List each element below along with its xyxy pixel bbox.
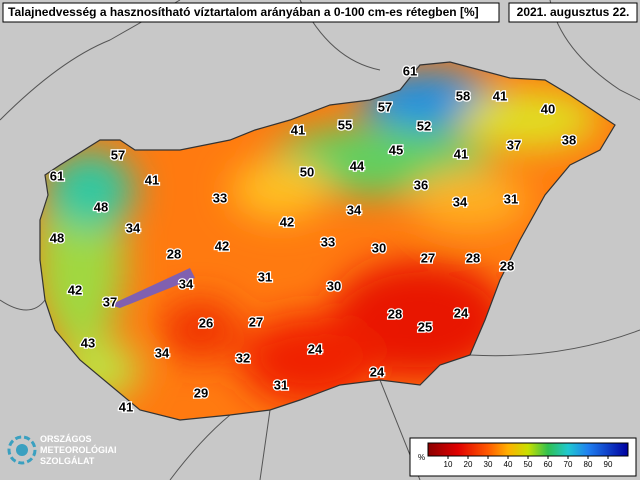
colorbar-tick-label: 60 bbox=[544, 460, 553, 469]
station-value: 42 bbox=[215, 238, 229, 253]
station-value: 30 bbox=[327, 278, 341, 293]
station-value: 34 bbox=[347, 202, 362, 217]
date-box bbox=[508, 2, 638, 23]
station-value: 28 bbox=[167, 246, 181, 261]
colorbar: % 10 20 30 40 50 60 70 80 90 bbox=[418, 442, 629, 469]
station-value: 34 bbox=[155, 345, 170, 360]
station-value: 45 bbox=[389, 142, 403, 157]
logo: ORSZÁGOS METEOROLÓGIAI SZOLGÁLAT bbox=[7, 434, 117, 466]
station-value: 55 bbox=[338, 117, 352, 132]
colorbar-tick-label: 20 bbox=[464, 460, 473, 469]
station-value: 38 bbox=[562, 132, 576, 147]
station-value: 41 bbox=[493, 88, 507, 103]
station-value: 31 bbox=[274, 377, 288, 392]
station-value: 41 bbox=[145, 172, 159, 187]
station-labels: 61 58 41 40 57 55 52 41 37 38 57 45 41 50 44 61 41 36 33 34… bbox=[49, 62, 578, 416]
station-value: 48 bbox=[94, 199, 108, 214]
station-value: 26 bbox=[199, 315, 213, 330]
station-value: 37 bbox=[103, 294, 117, 309]
station-value: 31 bbox=[258, 269, 272, 284]
title-box bbox=[2, 2, 500, 23]
station-value: 37 bbox=[507, 137, 521, 152]
station-value: 61 bbox=[403, 63, 417, 78]
station-value: 28 bbox=[388, 306, 402, 321]
station-value: 61 bbox=[50, 168, 64, 183]
station-value: 41 bbox=[291, 122, 305, 137]
station-value: 41 bbox=[119, 399, 133, 414]
station-value: 57 bbox=[378, 99, 392, 114]
colorbar-tick-label: 70 bbox=[564, 460, 573, 469]
station-value: 28 bbox=[500, 258, 514, 273]
colorbar-unit: % bbox=[418, 453, 425, 462]
colorbar-tick-label: 50 bbox=[524, 460, 533, 469]
station-value: 36 bbox=[414, 177, 428, 192]
station-value: 42 bbox=[68, 282, 82, 297]
station-value: 34 bbox=[453, 194, 468, 209]
title: Talajnedvesség a hasznosítható víztartal… bbox=[8, 5, 479, 19]
station-value: 30 bbox=[372, 240, 386, 255]
logo-line: ORSZÁGOS bbox=[40, 434, 92, 444]
station-value: 42 bbox=[280, 214, 294, 229]
station-value: 32 bbox=[236, 350, 250, 365]
station-value: 57 bbox=[111, 147, 125, 162]
date: 2021. augusztus 22. bbox=[517, 5, 630, 19]
station-value: 41 bbox=[454, 146, 468, 161]
colorbar-tick-label: 10 bbox=[444, 460, 453, 469]
colorbar-scale bbox=[427, 442, 629, 457]
station-value: 27 bbox=[421, 250, 435, 265]
colorbar-tick-label: 40 bbox=[504, 460, 513, 469]
station-value: 40 bbox=[541, 101, 555, 116]
station-value: 33 bbox=[321, 234, 335, 249]
station-value: 34 bbox=[179, 276, 194, 291]
station-value: 34 bbox=[126, 220, 141, 235]
station-value: 50 bbox=[300, 164, 314, 179]
colorbar-tick-label: 30 bbox=[484, 460, 493, 469]
station-value: 43 bbox=[81, 335, 95, 350]
logo-line: SZOLGÁLAT bbox=[40, 456, 95, 466]
logo-line: METEOROLÓGIAI bbox=[40, 444, 117, 455]
station-value: 33 bbox=[213, 190, 227, 205]
station-value: 27 bbox=[249, 314, 263, 329]
station-value: 48 bbox=[50, 230, 64, 245]
station-value: 44 bbox=[350, 158, 365, 173]
colorbar-tick-label: 80 bbox=[584, 460, 593, 469]
colorbar-tick-label: 90 bbox=[604, 460, 613, 469]
station-value: 24 bbox=[370, 364, 385, 379]
station-value: 58 bbox=[456, 88, 470, 103]
station-value: 25 bbox=[418, 319, 432, 334]
station-value: 29 bbox=[194, 385, 208, 400]
station-value: 31 bbox=[504, 191, 518, 206]
station-value: 24 bbox=[454, 305, 469, 320]
station-value: 28 bbox=[466, 250, 480, 265]
station-value: 24 bbox=[308, 341, 323, 356]
station-value: 52 bbox=[417, 118, 431, 133]
